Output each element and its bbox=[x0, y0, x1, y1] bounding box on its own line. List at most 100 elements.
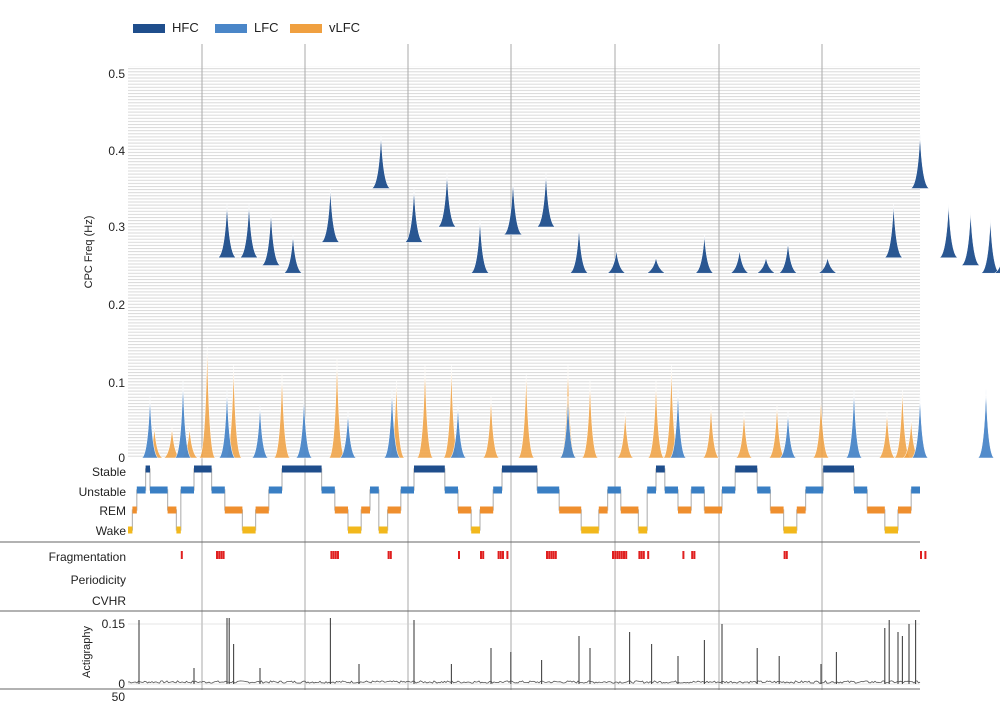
stage-label-rem: REM bbox=[99, 504, 126, 518]
vlfc-peak bbox=[735, 411, 753, 459]
vlfc-peak bbox=[616, 411, 635, 459]
stage-bar-stable bbox=[194, 465, 212, 473]
actigraphy-panel: Actigraphy 0 0.15 bbox=[81, 617, 921, 691]
stage-bar-unstable bbox=[180, 486, 194, 494]
stage-bar-unstable bbox=[211, 486, 225, 494]
fragmentation-marker bbox=[330, 551, 333, 559]
lfc-peak bbox=[845, 388, 863, 459]
stage-bar-wake bbox=[471, 526, 480, 534]
stage-bar-rem bbox=[224, 506, 243, 514]
hfc-peak bbox=[980, 219, 1000, 274]
bottom-axis-tick: 50 bbox=[112, 690, 126, 704]
lfc-peak bbox=[141, 396, 159, 459]
hfc-peak bbox=[817, 257, 838, 274]
stage-label-unstable: Unstable bbox=[79, 485, 127, 499]
stage-bar-rem bbox=[620, 506, 639, 514]
fragmentation-marker bbox=[642, 551, 645, 559]
fragmentation-marker bbox=[550, 551, 553, 559]
spectrogram-y-axis-label: CPC Freq (Hz) bbox=[83, 216, 95, 289]
stage-bar-wake bbox=[884, 526, 898, 534]
lfc-peak bbox=[669, 388, 687, 459]
actigraphy-trace bbox=[127, 618, 921, 684]
fragmentation-marker bbox=[548, 551, 551, 559]
actigraphy-y-axis-label: Actigraphy bbox=[81, 626, 93, 678]
legend-swatch-vlfc bbox=[290, 24, 322, 33]
fragmentation-marker bbox=[682, 551, 685, 559]
lfc-peak bbox=[218, 388, 236, 459]
stage-bar-unstable bbox=[136, 486, 146, 494]
vlfc-peak bbox=[581, 380, 599, 459]
stage-bar-unstable bbox=[370, 486, 379, 494]
spectrogram-gridlines bbox=[128, 66, 920, 458]
vlfc-peak bbox=[416, 365, 434, 459]
stage-bar-unstable bbox=[607, 486, 621, 494]
stage-bar-wake bbox=[783, 526, 797, 534]
fragmentation-marker bbox=[618, 551, 621, 559]
stage-bar-unstable bbox=[150, 486, 168, 494]
hfc-peak bbox=[404, 188, 424, 243]
fragmentation-marker bbox=[554, 551, 557, 559]
event-label-fragmentation: Fragmentation bbox=[49, 550, 126, 564]
legend-label-lfc: LFC bbox=[254, 20, 279, 35]
fragmentation-markers bbox=[180, 551, 927, 559]
stage-bar-rem bbox=[867, 506, 885, 514]
actigraphy-ytick-0: 0 bbox=[118, 677, 125, 691]
hfc-peak bbox=[694, 234, 715, 274]
vlfc-peak bbox=[517, 373, 536, 459]
stage-bar-unstable bbox=[911, 486, 920, 494]
fragmentation-marker bbox=[691, 551, 694, 559]
vlfc-peak bbox=[647, 380, 665, 459]
fragmentation-marker bbox=[458, 551, 460, 559]
hfc-peak bbox=[283, 234, 303, 274]
fragmentation-marker bbox=[552, 551, 555, 559]
fragmentation-marker bbox=[387, 551, 390, 559]
fragmentation-marker bbox=[693, 551, 696, 559]
hfc-series bbox=[217, 134, 1000, 274]
stage-bar-stable bbox=[823, 465, 854, 473]
hfc-peak bbox=[239, 203, 259, 259]
event-label-periodicity: Periodicity bbox=[71, 573, 126, 587]
vertical-gridlines bbox=[201, 44, 823, 690]
fragmentation-marker bbox=[218, 551, 221, 559]
stage-bar-wake bbox=[581, 526, 599, 534]
stage-bar-rem bbox=[480, 506, 494, 514]
hfc-peak bbox=[320, 188, 341, 243]
lfc-peak bbox=[779, 411, 797, 459]
stage-bar-unstable bbox=[493, 486, 502, 494]
stage-bar-unstable bbox=[757, 486, 771, 494]
stage-bar-rem bbox=[559, 506, 582, 514]
actigraphy-baseline bbox=[127, 680, 921, 684]
lfc-peak bbox=[449, 404, 467, 459]
fragmentation-marker bbox=[616, 551, 619, 559]
fragmentation-marker bbox=[499, 551, 502, 559]
hypnogram-connector bbox=[128, 468, 920, 531]
stage-bar-unstable bbox=[805, 486, 824, 494]
fragmentation-marker bbox=[625, 551, 628, 559]
fragmentation-marker bbox=[620, 551, 623, 559]
fragmentation-marker bbox=[924, 551, 927, 559]
vlfc-peak bbox=[328, 357, 346, 459]
ytick-0-3: 0.3 bbox=[108, 220, 125, 234]
hfc-peak bbox=[729, 250, 750, 274]
fragmentation-marker bbox=[506, 551, 509, 559]
hfc-peak bbox=[993, 265, 1000, 274]
stage-bar-rem bbox=[334, 506, 348, 514]
fragmentation-marker bbox=[783, 551, 786, 559]
ytick-0-2: 0.2 bbox=[108, 298, 125, 312]
fragmentation-marker bbox=[623, 551, 625, 559]
fragmentation-marker bbox=[612, 551, 614, 559]
stage-label-wake: Wake bbox=[96, 524, 127, 538]
fragmentation-marker bbox=[920, 551, 922, 559]
legend-item-lfc[interactable]: LFC bbox=[215, 20, 279, 35]
spectrogram-y-ticks: 0 0.1 0.2 0.3 0.4 0.5 bbox=[108, 67, 125, 465]
ytick-0: 0 bbox=[118, 451, 125, 465]
hfc-peak bbox=[778, 242, 798, 274]
stage-bar-stable bbox=[414, 465, 445, 473]
lfc-peak bbox=[251, 404, 269, 459]
event-label-cvhr: CVHR bbox=[92, 594, 126, 608]
stage-bar-rem bbox=[598, 506, 608, 514]
legend-item-hfc[interactable]: HFC bbox=[133, 20, 199, 35]
stage-bar-unstable bbox=[321, 486, 335, 494]
legend-item-vlfc[interactable]: vLFC bbox=[290, 20, 360, 35]
fragmentation-marker bbox=[638, 551, 641, 559]
